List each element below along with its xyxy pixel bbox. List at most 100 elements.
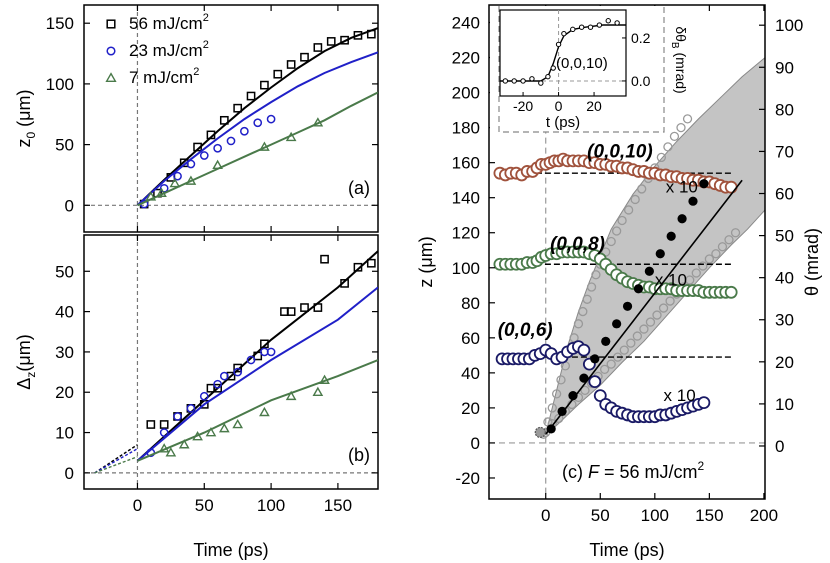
open-gray-point [626, 338, 636, 348]
fit-line [545, 179, 743, 435]
data-point-7 [185, 175, 197, 185]
open-gray-point [691, 268, 701, 278]
open-gray-point [632, 331, 643, 341]
data-point-23 [266, 347, 276, 357]
data-point-7 [145, 191, 157, 201]
panel-b: 0 10 20 30 40 50 0 50 100 150 Δz(μm) (b) Time (ps) [14, 234, 379, 560]
filled-data-point [699, 179, 709, 189]
multiplier-label: x 10 [666, 177, 698, 196]
data-point-23 [159, 428, 169, 437]
y-axis-label: z0 (μm) [14, 89, 38, 147]
open-gray-point [645, 317, 656, 327]
open-gray-point [606, 359, 616, 369]
legend-entry-56: 56 mJ/cm2 [129, 12, 209, 33]
y2-tick-label: 80 [775, 100, 794, 119]
x-tick-label: 200 [750, 506, 778, 525]
open-gray-point [711, 249, 721, 259]
data-point-56 [353, 30, 363, 40]
y-tick-label: 150 [46, 14, 74, 33]
data-point-56 [353, 262, 363, 272]
fit-line-23 [136, 51, 378, 207]
panel-c: (0,0,10) x 10 (0,0,8) x 10 (0,0,6) x 10 -20 0 20… [416, 4, 822, 560]
y2-tick-label: 60 [775, 185, 794, 204]
open-gray-point [606, 236, 616, 247]
data-point-23 [219, 371, 229, 381]
y-tick-label: 0 [65, 464, 74, 483]
inset-fit-line [500, 24, 626, 82]
inset-data-point [578, 24, 585, 30]
open-gray-point [704, 254, 715, 264]
y-tick-label: 0 [65, 196, 74, 215]
inset-y-tick-label: 0.0 [631, 73, 651, 89]
open-gray-point [676, 122, 686, 133]
y-tick-label: 40 [461, 364, 480, 383]
inset-data-point [538, 80, 544, 86]
trace-point-(0,0,10) [724, 180, 738, 194]
inset-data-point [550, 65, 556, 71]
data-point-7 [205, 427, 217, 437]
y2-tick-label: 90 [775, 58, 794, 77]
data-point-7 [165, 447, 177, 457]
data-point-56 [340, 279, 349, 288]
open-gray-point [652, 310, 662, 320]
data-point-56 [253, 351, 263, 361]
fit-line-23 [136, 286, 378, 462]
filled-data-point [633, 284, 644, 294]
filled-data-point [677, 214, 687, 224]
trace-label-(0,0,10): (0,0,10) [587, 141, 652, 162]
data-point-56 [320, 254, 329, 264]
open-gray-point [682, 114, 693, 124]
data-point-7 [169, 177, 181, 188]
filled-data-point [612, 319, 622, 329]
open-gray-point [573, 319, 584, 329]
y-tick-label: 100 [452, 259, 480, 278]
data-point-23 [226, 136, 236, 146]
data-point-56 [233, 363, 243, 373]
panel-label: (c) F = 56 mJ/cm2 [562, 459, 705, 482]
y-tick-label: 10 [55, 424, 74, 443]
data-point-56 [366, 258, 376, 268]
data-point-23 [199, 391, 209, 401]
open-gray-point [663, 142, 673, 152]
open-gray-point [637, 184, 647, 194]
inset-data-point [614, 20, 620, 26]
data-point-23 [246, 355, 256, 365]
data-point-56 [206, 130, 216, 140]
data-point-23 [253, 118, 263, 128]
data-point-56 [300, 303, 309, 312]
data-point-56 [233, 103, 243, 113]
legend-marker-56 [106, 19, 116, 29]
open-gray-point [578, 306, 588, 317]
open-gray-point [580, 385, 590, 396]
inset-data-point [561, 30, 567, 37]
data-point-56 [286, 60, 296, 69]
data-point-56 [286, 307, 296, 316]
inset-x-tick-label: -20 [513, 98, 533, 114]
open-gray-point [656, 152, 667, 163]
data-point-56 [326, 37, 336, 46]
data-point-7 [312, 117, 324, 127]
open-gray-point [698, 261, 708, 271]
data-point-56 [366, 29, 376, 39]
inset-background [490, 6, 665, 132]
filled-data-point [546, 424, 556, 434]
filled-data-point [601, 336, 611, 346]
inset-y-tick-label: 0.2 [631, 30, 651, 46]
y-tick-label: 240 [452, 14, 480, 33]
y2-tick-label: 50 [775, 227, 794, 246]
open-gray-point [619, 345, 629, 355]
y-axis-label: Δz(μm) [14, 334, 38, 389]
inset-data-point [502, 78, 509, 84]
trace-point-(0,0,6) [577, 343, 591, 357]
y2-tick-label: 20 [775, 353, 794, 372]
open-gray-point [617, 215, 627, 226]
panel-c-frame [488, 4, 766, 500]
open-gray-point [551, 389, 562, 399]
data-point-23 [173, 412, 182, 421]
y2-tick-label: 100 [775, 16, 803, 35]
open-gray-point [591, 270, 601, 280]
data-point-7 [259, 406, 270, 417]
x-tick-label: 150 [695, 506, 723, 525]
data-point-7 [259, 141, 270, 151]
